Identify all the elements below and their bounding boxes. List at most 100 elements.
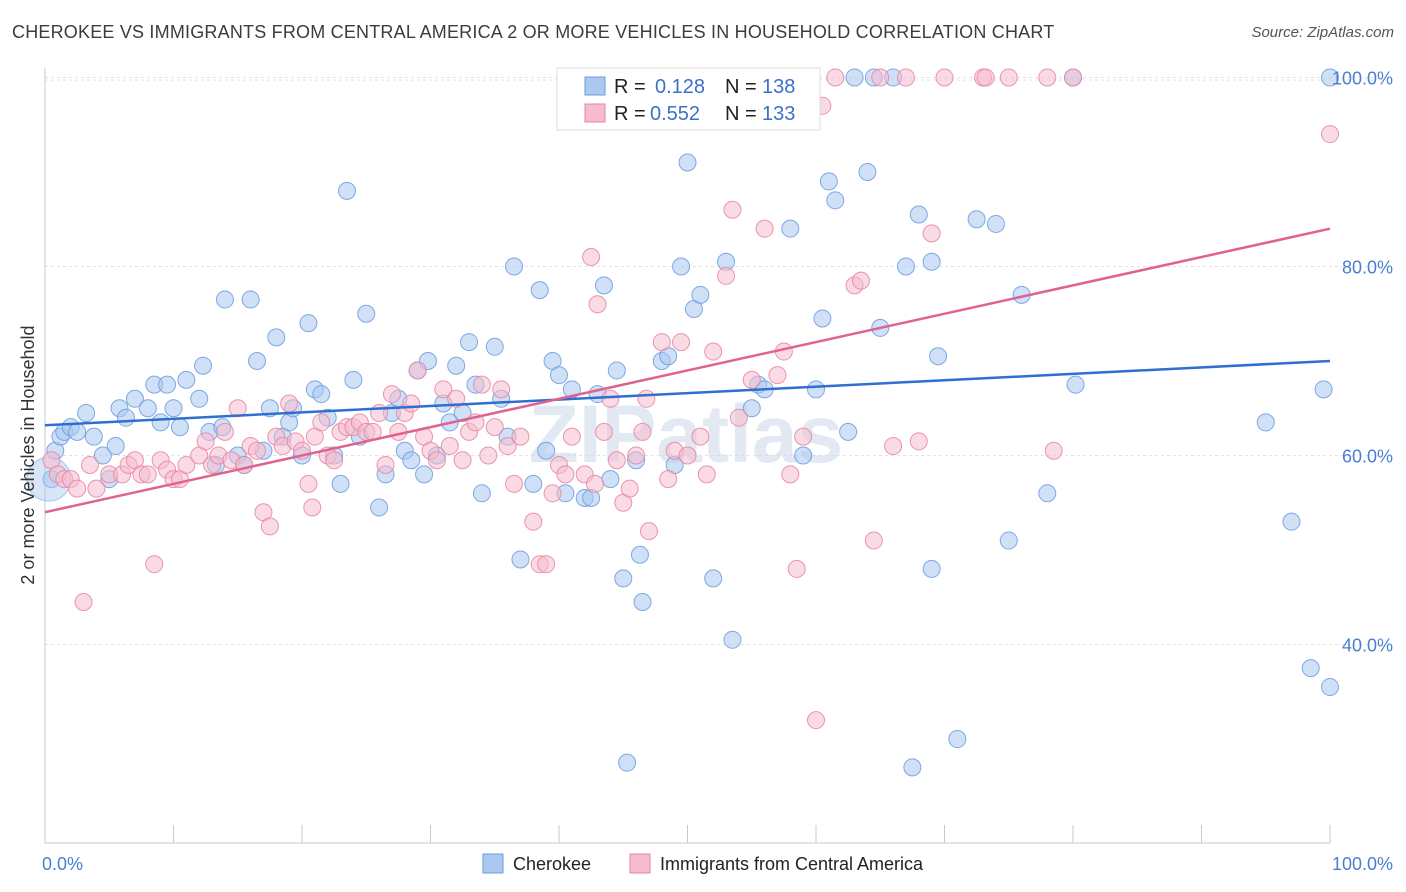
cherokee-point-131 <box>1314 380 1333 399</box>
cherokee-point-121 <box>986 214 1005 233</box>
cherokee-point-43 <box>331 474 350 493</box>
cherokee-point-94 <box>691 285 710 304</box>
cherokee-point-70 <box>524 474 543 493</box>
cherokee-point-74 <box>550 366 568 385</box>
legend-bottom-cherokee: Cherokee <box>513 854 591 874</box>
immigrants-point-50 <box>376 455 395 474</box>
immigrants-point-78 <box>562 427 581 446</box>
immigrants-point-4 <box>68 479 87 498</box>
immigrants-point-120 <box>922 224 941 243</box>
cherokee-point-124 <box>1038 484 1057 503</box>
cherokee-point-45 <box>344 370 363 389</box>
cherokee-point-26 <box>215 290 234 309</box>
cherokee-point-105 <box>819 172 838 191</box>
immigrants-point-90 <box>637 389 656 408</box>
immigrants-point-97 <box>691 427 710 446</box>
cherokee-point-86 <box>630 545 649 564</box>
legend-r-value-0: 0.128 <box>655 76 705 98</box>
immigrants-point-109 <box>794 427 813 446</box>
cherokee-point-122 <box>999 531 1018 550</box>
immigrants-point-29 <box>248 441 267 460</box>
immigrants-point-127 <box>1064 68 1082 87</box>
legend-series: Cherokee Immigrants from Central America <box>482 853 924 874</box>
immigrants-point-128 <box>1321 125 1339 144</box>
y-tick-label-60: 60.0% <box>1342 447 1393 467</box>
cherokee-point-60 <box>447 356 466 375</box>
immigrants-point-31 <box>260 517 279 536</box>
immigrants-point-19 <box>177 455 196 474</box>
legend-bottom-immigrants: Immigrants from Central America <box>660 854 924 874</box>
cherokee-point-126 <box>1066 375 1085 394</box>
cherokee-point-97 <box>723 630 742 649</box>
immigrants-point-69 <box>498 437 517 456</box>
immigrants-point-92 <box>652 333 671 352</box>
immigrants-point-68 <box>492 380 511 399</box>
cherokee-point-108 <box>845 68 864 87</box>
immigrants-point-60 <box>440 437 459 456</box>
cherokee-point-21 <box>190 389 209 408</box>
immigrants-point-125 <box>1038 68 1057 87</box>
immigrants-point-114 <box>851 271 870 290</box>
immigrants-point-42 <box>325 451 344 470</box>
legend-swatch-immigrants <box>584 103 606 123</box>
cherokee-point-6 <box>77 403 96 422</box>
immigrants-point-77 <box>556 465 575 484</box>
immigrants-point-87 <box>620 479 639 498</box>
cherokee-point-103 <box>807 380 825 399</box>
legend-bottom-swatch-immigrants <box>629 853 651 874</box>
cherokee-point-8 <box>93 446 112 465</box>
cherokee-point-32 <box>260 399 279 418</box>
immigrants-point-70 <box>505 474 524 493</box>
cherokee-point-10 <box>106 437 125 456</box>
cherokee-point-13 <box>125 389 144 408</box>
cherokee-point-119 <box>948 730 967 749</box>
cherokee-point-38 <box>299 314 318 333</box>
immigrants-point-55 <box>408 361 427 380</box>
cherokee-point-107 <box>839 422 858 441</box>
immigrants-point-98 <box>697 465 716 484</box>
immigrants-point-123 <box>976 68 995 87</box>
immigrants-point-59 <box>434 380 453 399</box>
cherokee-point-19 <box>170 418 189 437</box>
cherokee-trend-line <box>44 359 1331 427</box>
immigrants-point-14 <box>145 555 164 574</box>
cherokee-point-114 <box>903 758 922 777</box>
cherokee-point-128 <box>1282 512 1301 531</box>
cherokee-point-18 <box>164 399 183 418</box>
immigrants-point-99 <box>704 342 723 361</box>
immigrants-point-13 <box>138 465 157 484</box>
legend-n-value-0: 138 <box>762 76 795 98</box>
x-tick-label-min: 0.0% <box>42 854 83 874</box>
trend-lines <box>44 227 1331 514</box>
immigrants-point-119 <box>909 432 928 451</box>
immigrants-point-54 <box>402 394 421 413</box>
cherokee-point-55 <box>415 465 434 484</box>
cherokee-point-44 <box>337 181 356 200</box>
immigrants-point-37 <box>299 474 318 493</box>
immigrants-point-104 <box>755 219 774 238</box>
immigrants-point-61 <box>447 389 466 408</box>
immigrants-point-102 <box>729 408 748 427</box>
cherokee-point-83 <box>614 569 633 588</box>
immigrants-point-85 <box>607 451 626 470</box>
immigrants-point-105 <box>768 366 787 385</box>
immigrants-point-108 <box>787 559 806 578</box>
immigrants-point-93 <box>659 470 678 489</box>
cherokee-point-48 <box>370 498 389 517</box>
legend-r-label-1: R = <box>614 103 646 125</box>
immigrants-point-116 <box>871 68 890 87</box>
cherokee-point-16 <box>151 413 170 432</box>
cherokee-point-104 <box>813 309 832 328</box>
immigrants-point-58 <box>427 451 446 470</box>
immigrants-trend-line <box>44 227 1331 514</box>
cherokee-point-68 <box>511 550 530 569</box>
y-tick-label-100: 100.0% <box>1332 68 1393 88</box>
cherokee-point-22 <box>194 356 213 375</box>
immigrants-point-7 <box>87 479 106 498</box>
cherokee-point-72 <box>537 441 556 460</box>
immigrants-point-6 <box>80 455 99 474</box>
cherokee-point-81 <box>601 470 620 489</box>
cherokee-point-98 <box>742 399 761 418</box>
cherokee-point-115 <box>909 205 928 224</box>
immigrants-point-80 <box>582 248 601 267</box>
